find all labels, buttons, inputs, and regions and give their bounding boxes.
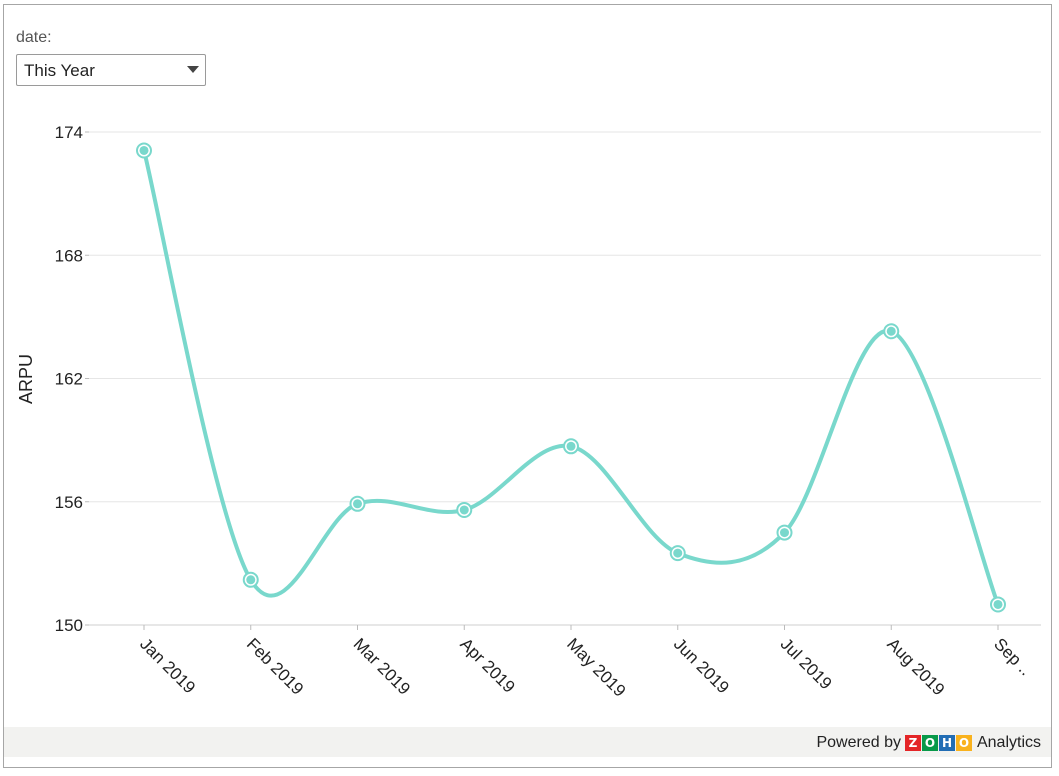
x-axis-ticks: Jan 2019 Feb 2019 Mar 2019 Apr 2019 May 2019… — [136, 625, 1035, 701]
data-point-dot — [886, 326, 896, 336]
data-point[interactable] — [776, 524, 793, 541]
x-tick-label: Apr 2019 — [456, 634, 518, 696]
data-point[interactable] — [349, 495, 366, 512]
data-point-dot — [566, 441, 576, 451]
y-tick-label: 168 — [55, 246, 83, 265]
y-tick-label: 156 — [55, 493, 83, 512]
chart-gridlines — [89, 131, 1041, 626]
series-line — [142, 148, 1000, 607]
data-point-dot — [780, 528, 789, 538]
data-point[interactable] — [883, 323, 900, 340]
chart-series — [136, 142, 1006, 613]
zoho-logo-letter: O — [921, 735, 938, 751]
zoho-logo-letter: H — [938, 735, 955, 751]
data-point-dot — [353, 499, 362, 509]
y-axis-ticks: 150 156 162 168 174 — [55, 123, 89, 635]
zoho-logo-letter: O — [955, 735, 972, 751]
dashboard-widget: date: This Year 150 156 162 168 174 Jan 2019… — [3, 4, 1052, 768]
x-tick-label: Aug 2019 — [883, 634, 948, 699]
x-tick-label: Mar 2019 — [350, 634, 414, 698]
data-point[interactable] — [669, 545, 686, 562]
x-tick-label: May 2019 — [563, 634, 629, 700]
chevron-down-icon — [187, 66, 199, 73]
data-point[interactable] — [242, 571, 259, 588]
data-point-dot — [993, 599, 1003, 609]
data-point[interactable] — [990, 596, 1006, 613]
footer-bar: Powered by Z O H O Analytics — [4, 727, 1051, 757]
x-tick-label: Sep .. — [990, 634, 1035, 679]
y-tick-label: 174 — [55, 123, 83, 142]
zoho-logo-letter: Z — [904, 735, 921, 751]
date-filter-value: This Year — [24, 61, 95, 80]
product-name: Analytics — [976, 734, 1041, 751]
data-point-dot — [673, 548, 683, 558]
powered-by-credit[interactable]: Powered by Z O H O Analytics — [816, 734, 1041, 752]
x-tick-label: Feb 2019 — [243, 634, 307, 698]
powered-by-text: Powered by — [816, 734, 901, 751]
y-tick-label: 162 — [55, 370, 83, 389]
data-point[interactable] — [456, 501, 473, 518]
data-point-dot — [459, 505, 469, 515]
date-filter-dropdown[interactable]: This Year — [16, 54, 206, 86]
data-point[interactable] — [563, 438, 579, 455]
x-tick-label: Jan 2019 — [136, 634, 199, 697]
x-tick-label: Jun 2019 — [670, 634, 733, 697]
data-point[interactable] — [136, 142, 152, 159]
date-filter-label: date: — [16, 29, 52, 46]
y-tick-label: 150 — [55, 616, 83, 635]
data-point-dot — [139, 145, 149, 155]
y-axis-label: ARPU — [16, 354, 36, 404]
data-point-dot — [246, 575, 256, 585]
x-tick-label: Jul 2019 — [777, 634, 836, 693]
zoho-logo: Z O H O — [904, 735, 973, 751]
arpu-line-chart: 150 156 162 168 174 Jan 2019 Feb 2019 Mar 2019… — [16, 123, 1041, 701]
